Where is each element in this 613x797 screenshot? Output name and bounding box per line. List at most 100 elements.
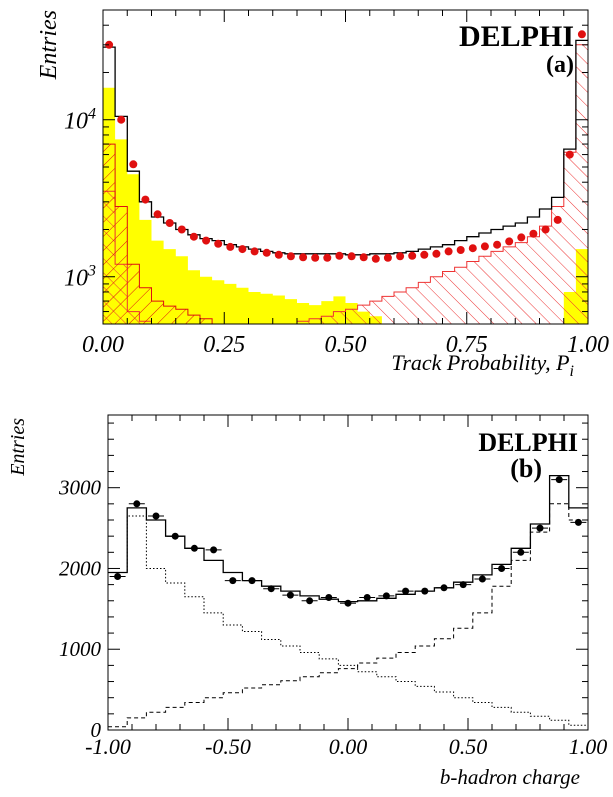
data-point bbox=[505, 237, 514, 246]
y-tick-label: 0 bbox=[91, 718, 102, 742]
data-point bbox=[555, 476, 563, 484]
data-point bbox=[286, 252, 295, 261]
data-point bbox=[444, 247, 453, 256]
data-point bbox=[171, 532, 179, 540]
x-tick-label: 1.00 bbox=[567, 332, 609, 358]
data-point bbox=[420, 250, 429, 259]
x-tick-label: -1.00 bbox=[85, 734, 131, 759]
data-point bbox=[306, 597, 314, 605]
panel-a-plot-area bbox=[102, 30, 589, 325]
panel-b-label: (b) bbox=[510, 454, 542, 483]
data-point bbox=[408, 251, 417, 260]
data-point bbox=[153, 210, 162, 219]
data-point bbox=[133, 500, 141, 508]
y-tick-label: 103 bbox=[64, 263, 96, 292]
panel-a-ylabel: Entries bbox=[36, 10, 62, 80]
x-tick-label: 0.50 bbox=[325, 332, 367, 358]
series-simulation-total bbox=[103, 39, 588, 256]
data-point bbox=[325, 594, 333, 601]
data-point bbox=[344, 599, 352, 607]
data-point bbox=[574, 518, 582, 526]
x-tick-label: 0.00 bbox=[329, 734, 368, 759]
data-point bbox=[177, 225, 186, 234]
data-point bbox=[152, 512, 160, 520]
data-point bbox=[468, 244, 477, 253]
data-point bbox=[440, 584, 448, 592]
data-point bbox=[371, 254, 380, 263]
data-point bbox=[396, 252, 405, 261]
data-point bbox=[498, 565, 506, 572]
data-point bbox=[229, 577, 237, 585]
data-point bbox=[226, 242, 235, 251]
data-point bbox=[529, 229, 538, 238]
data-point bbox=[202, 236, 211, 245]
data-point bbox=[286, 591, 294, 599]
x-tick-label: 0.25 bbox=[203, 332, 245, 358]
data-point bbox=[114, 573, 122, 580]
panel-b-ylabel: Entries bbox=[7, 418, 29, 477]
data-point bbox=[478, 575, 486, 583]
data-point bbox=[238, 245, 247, 254]
data-point bbox=[141, 195, 150, 204]
panel-a-label: (a) bbox=[546, 52, 574, 78]
panel-b-xlabel: b-hadron charge bbox=[440, 765, 580, 789]
data-point bbox=[421, 587, 429, 595]
data-point bbox=[577, 30, 586, 39]
panel-a-xlabel-main: Track Probability, P bbox=[391, 350, 569, 375]
data-point bbox=[129, 160, 138, 169]
y-tick-label: 104 bbox=[64, 106, 96, 135]
y-tick-label: 2000 bbox=[59, 556, 102, 580]
series-simulation-total bbox=[108, 474, 588, 603]
panel-b-ticks: -1.00 -0.50 0.00 0.50 1.00 0 1000 2000 3000 bbox=[58, 415, 607, 759]
series-dotted bbox=[108, 515, 588, 726]
data-point bbox=[541, 225, 550, 234]
data-point bbox=[480, 242, 489, 251]
y-tick-label: 3000 bbox=[58, 476, 102, 500]
panel-b: -1.00 -0.50 0.00 0.50 1.00 0 1000 2000 3000 DELP… bbox=[7, 414, 607, 789]
data-point bbox=[517, 233, 526, 242]
data-point bbox=[311, 253, 320, 262]
data-point bbox=[432, 249, 441, 258]
data-point bbox=[190, 544, 198, 552]
data-point bbox=[383, 253, 392, 262]
panel-b-brand: DELPHI bbox=[478, 428, 578, 457]
panel-b-plot-area bbox=[108, 474, 588, 728]
panel-a-xlabel: Track Probability, Pi bbox=[391, 350, 574, 380]
x-tick-label: 0.00 bbox=[82, 332, 124, 358]
data-point bbox=[210, 546, 218, 554]
data-point bbox=[105, 40, 114, 49]
panel-a-brand: DELPHI bbox=[459, 20, 574, 53]
data-point bbox=[493, 240, 502, 249]
data-point bbox=[459, 581, 467, 589]
data-point bbox=[517, 548, 525, 556]
x-tick-label: -0.50 bbox=[205, 734, 251, 759]
data-point bbox=[536, 524, 544, 532]
data-point bbox=[402, 587, 410, 595]
data-point bbox=[456, 246, 465, 254]
data-point bbox=[165, 219, 174, 227]
data-point bbox=[363, 594, 371, 601]
data-point bbox=[189, 232, 198, 241]
data-point bbox=[214, 239, 223, 248]
panel-a-xlabel-sub: i bbox=[570, 363, 574, 380]
data-point bbox=[267, 585, 275, 593]
data-point bbox=[274, 250, 283, 259]
data-point bbox=[250, 247, 259, 256]
data-point bbox=[335, 251, 344, 260]
x-tick-label: 0.75 bbox=[446, 332, 488, 358]
y-tick-label: 1000 bbox=[59, 637, 102, 661]
data-point bbox=[359, 253, 368, 262]
data-point bbox=[117, 115, 126, 124]
data-point bbox=[248, 577, 256, 585]
x-tick-label: 0.50 bbox=[449, 734, 488, 759]
data-point bbox=[323, 253, 332, 262]
series-dashed bbox=[108, 503, 588, 728]
data-point bbox=[565, 150, 574, 159]
panel-a-ticks: 0.00 0.25 0.50 0.75 1.00 103 104 bbox=[64, 9, 609, 358]
data-point bbox=[553, 215, 562, 224]
data-point bbox=[382, 592, 390, 600]
x-tick-label: 1.00 bbox=[569, 734, 608, 759]
data-point bbox=[347, 252, 356, 261]
panel-a: 0.00 0.25 0.50 0.75 1.00 103 104 DELPHI (a) En… bbox=[36, 9, 609, 380]
